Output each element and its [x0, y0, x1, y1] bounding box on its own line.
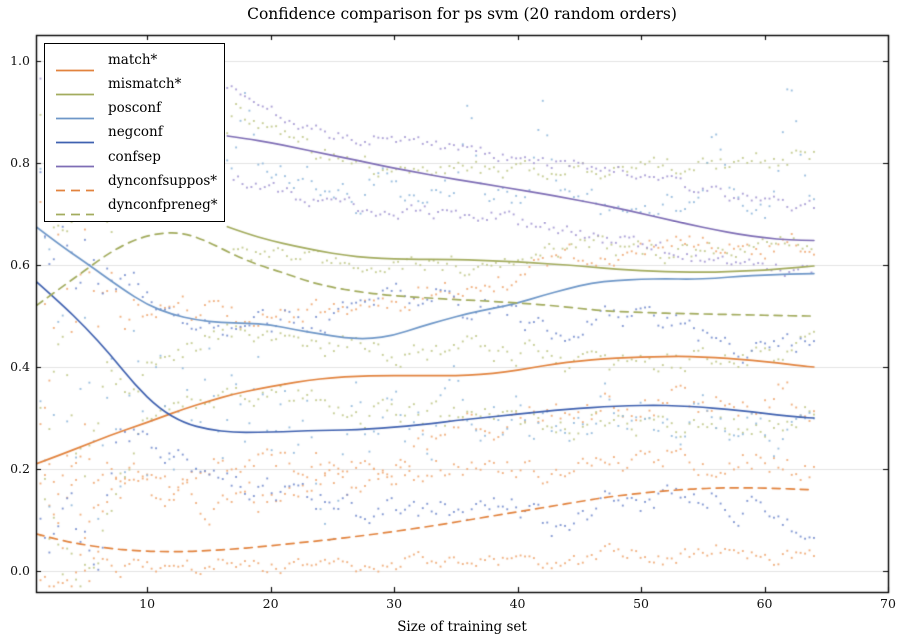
y-tick-label: 0.0 — [10, 563, 30, 578]
legend: match* mismatch* posconf negconf confsep dync… — [44, 43, 225, 222]
legend-line-sample — [55, 82, 95, 96]
legend-line-sample — [55, 106, 95, 120]
legend-line-sample — [55, 154, 95, 168]
y-tick-label: 0.6 — [10, 257, 30, 272]
legend-line-sample — [55, 178, 95, 192]
x-tick-label: 20 — [262, 596, 279, 611]
x-tick-label: 40 — [509, 596, 526, 611]
legend-label: mismatch* — [108, 76, 182, 93]
legend-line-sample — [55, 130, 95, 144]
y-tick-label: 0.8 — [10, 155, 30, 170]
x-tick-label: 30 — [386, 596, 403, 611]
legend-item-mismatch: mismatch* — [55, 76, 220, 96]
legend-line-sample — [55, 58, 95, 71]
legend-item-negconf: negconf — [55, 124, 220, 144]
legend-label: match* — [108, 52, 158, 69]
legend-label: dynconfsuppos* — [108, 172, 218, 189]
y-tick-label: 0.2 — [10, 461, 30, 476]
legend-label: dynconfpreneg* — [108, 196, 218, 213]
legend-item-dynconfsuppos: dynconfsuppos* — [55, 172, 220, 192]
legend-item-posconf: posconf — [55, 100, 220, 120]
x-axis-label: Size of training set — [397, 619, 527, 635]
legend-item-match: match* — [55, 52, 220, 71]
legend-label: posconf — [108, 100, 162, 117]
legend-item-confsep: confsep — [55, 148, 220, 168]
legend-label: negconf — [108, 124, 163, 141]
y-tick-label: 1.0 — [10, 53, 30, 68]
legend-line-sample — [55, 202, 95, 216]
x-tick-label: 60 — [756, 596, 773, 611]
y-tick-label: 0.4 — [10, 359, 30, 374]
legend-label: confsep — [108, 148, 161, 165]
chart-title: Confidence comparison for ps svm (20 ran… — [247, 5, 677, 23]
x-tick-label: 50 — [633, 596, 649, 611]
legend-item-dynconfpreneg: dynconfpreneg* — [55, 196, 220, 216]
x-tick-label: 10 — [139, 596, 156, 611]
x-tick-label: 70 — [880, 596, 896, 611]
